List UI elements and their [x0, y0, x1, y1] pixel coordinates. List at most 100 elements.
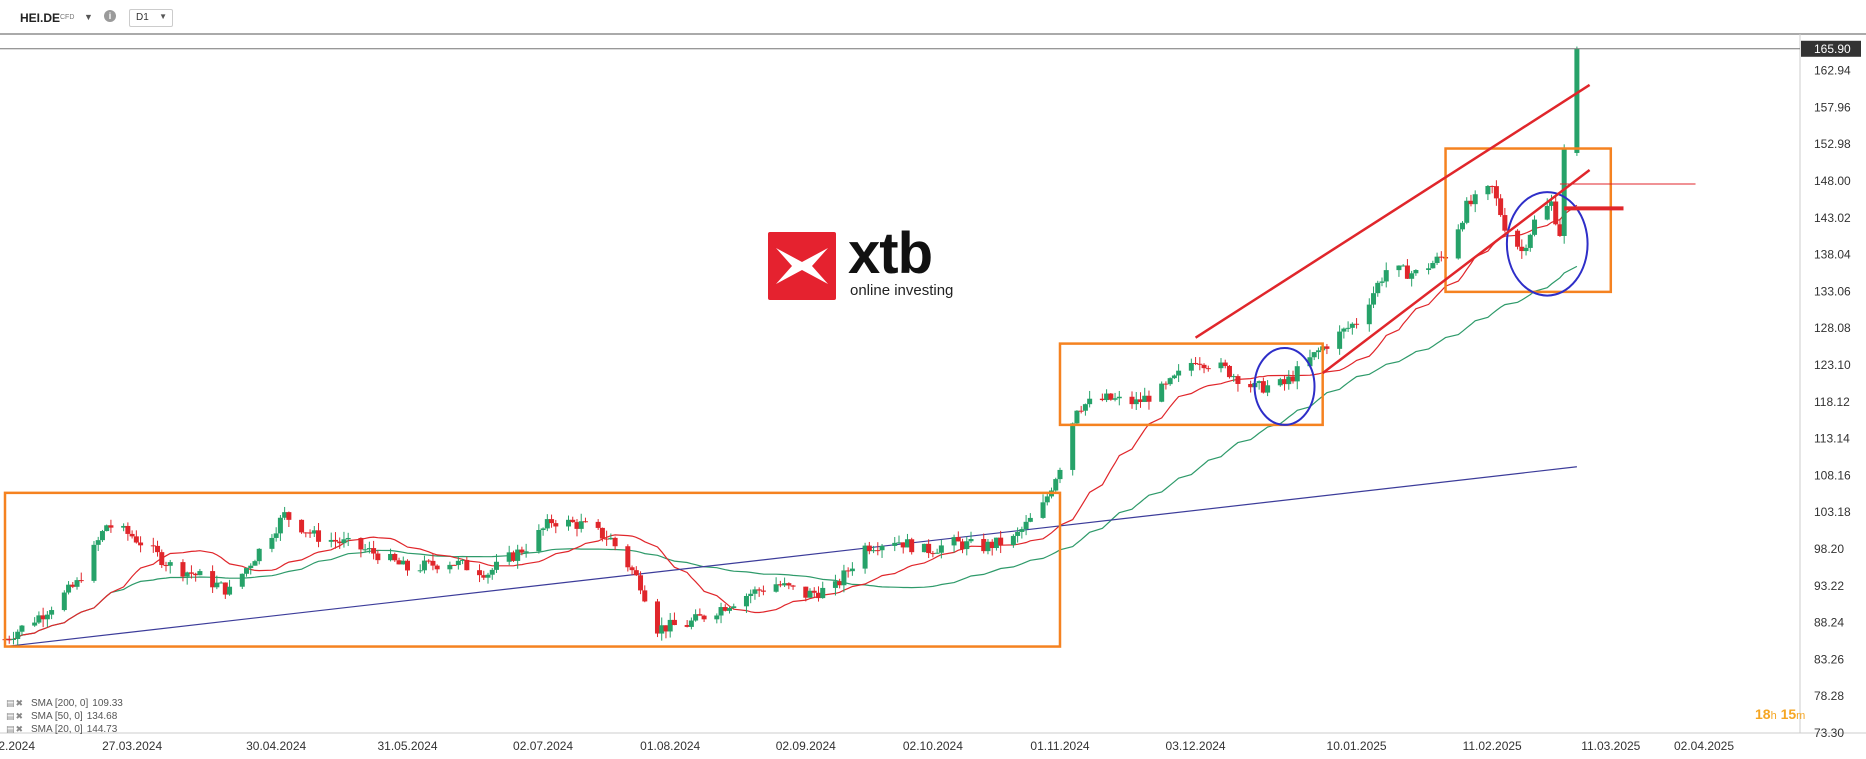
y-tick-label: 152.98	[1814, 137, 1851, 151]
candle-body	[506, 552, 512, 562]
candle-body	[684, 625, 690, 627]
candle-body	[252, 561, 258, 566]
candle-body	[193, 573, 199, 576]
x-tick-label: 11.02.2025	[1463, 739, 1522, 753]
candle-body	[337, 541, 343, 544]
candle-body	[510, 552, 516, 561]
candle-body	[1379, 281, 1385, 283]
candle-body	[91, 544, 97, 581]
candle-body	[1163, 383, 1169, 385]
candle-body	[519, 549, 525, 553]
candle-body	[1523, 247, 1529, 252]
candle-body	[244, 568, 250, 574]
candle-body	[756, 589, 762, 591]
candle-body	[332, 539, 338, 542]
candle-body	[49, 610, 55, 615]
candle-body	[1375, 282, 1381, 294]
candle-body	[1413, 269, 1419, 274]
candle-body	[743, 595, 749, 607]
settings-close-icon[interactable]: ▤✖	[6, 724, 25, 734]
candle-body	[900, 542, 906, 548]
candle-body	[222, 582, 228, 595]
candle-body	[731, 606, 737, 609]
channel-upper-line	[1194, 83, 1591, 339]
chart-toolbar: HEI.DE CFD ▼ i D1 ▼	[0, 0, 1866, 34]
candle-body	[430, 560, 436, 566]
candle-body	[1167, 378, 1173, 385]
candle-body	[845, 570, 851, 572]
sma50-line	[4, 265, 1578, 641]
timeframe-select[interactable]: D1 ▼	[129, 9, 173, 27]
candle-body	[392, 553, 398, 561]
candle-body	[815, 592, 821, 599]
symbol-label[interactable]: HEI.DE	[20, 11, 61, 25]
candle-body	[1371, 293, 1377, 305]
candle-body	[447, 564, 453, 570]
candle-body	[1277, 379, 1283, 386]
settings-close-icon[interactable]: ▤✖	[6, 711, 25, 721]
candle-body	[820, 587, 826, 599]
candle-body	[1561, 148, 1567, 236]
candle-body	[595, 521, 601, 528]
candle-body	[1235, 376, 1241, 384]
candle-body	[671, 619, 677, 626]
candle-body	[371, 548, 377, 554]
consolidation-box	[1058, 342, 1324, 427]
candle-body	[629, 567, 635, 571]
candle-body	[1104, 393, 1110, 401]
candle-body	[1404, 265, 1410, 279]
candle-body	[515, 549, 521, 561]
candle-body	[1455, 229, 1461, 259]
candle-body	[481, 575, 487, 578]
candle-body	[366, 548, 372, 550]
candle-body	[1459, 222, 1465, 230]
candle-body	[549, 519, 555, 524]
candle-body	[1341, 328, 1347, 332]
candle-body	[693, 614, 699, 621]
candle-body	[311, 530, 317, 534]
candle-body	[748, 593, 754, 596]
candle-body	[273, 533, 279, 538]
x-tick-label: 02.04.2025	[1674, 739, 1734, 753]
settings-close-icon[interactable]: ▤✖	[6, 698, 25, 708]
candle-body	[10, 639, 16, 641]
candle-body	[1544, 205, 1550, 220]
candle-body	[405, 560, 411, 571]
info-icon[interactable]: i	[104, 10, 116, 22]
candle-body	[477, 570, 483, 576]
candle-body	[1159, 383, 1165, 402]
candle-body	[659, 625, 665, 634]
candle-body	[1345, 327, 1351, 329]
candle-body	[1176, 370, 1182, 376]
candle-body	[1082, 404, 1088, 411]
candle-body	[328, 539, 334, 542]
legend-sma50[interactable]: ▤✖ SMA [50, 0] 134.68	[6, 710, 123, 723]
candle-body	[1468, 200, 1474, 205]
candle-body	[303, 532, 309, 534]
candle-body	[299, 519, 305, 533]
legend-sma200[interactable]: ▤✖ SMA [200, 0] 109.33	[6, 697, 123, 710]
candle-body	[316, 530, 322, 542]
candle-body	[1171, 375, 1177, 379]
candle-body	[540, 528, 546, 531]
candle-body	[1265, 385, 1271, 393]
y-tick-label: 118.12	[1814, 395, 1850, 409]
candle-body	[99, 531, 105, 541]
candle-body	[921, 543, 927, 553]
y-tick-label: 73.30	[1814, 726, 1844, 740]
candle-body	[307, 532, 313, 534]
countdown-minutes-unit: m	[1796, 710, 1806, 722]
candle-body	[167, 562, 173, 566]
candle-body	[1557, 224, 1563, 236]
x-tick-label: 11.03.2025	[1581, 739, 1640, 753]
countdown-hours: 18	[1755, 706, 1771, 722]
candle-body	[1553, 201, 1559, 225]
candle-body	[464, 559, 470, 571]
y-tick-label: 108.16	[1814, 468, 1851, 482]
candle-body	[578, 521, 584, 529]
candle-body	[930, 553, 936, 555]
candle-body	[239, 573, 245, 587]
legend-sma20[interactable]: ▤✖ SMA [20, 0] 144.73	[6, 723, 123, 736]
chevron-down-icon[interactable]: ▼	[84, 12, 93, 22]
